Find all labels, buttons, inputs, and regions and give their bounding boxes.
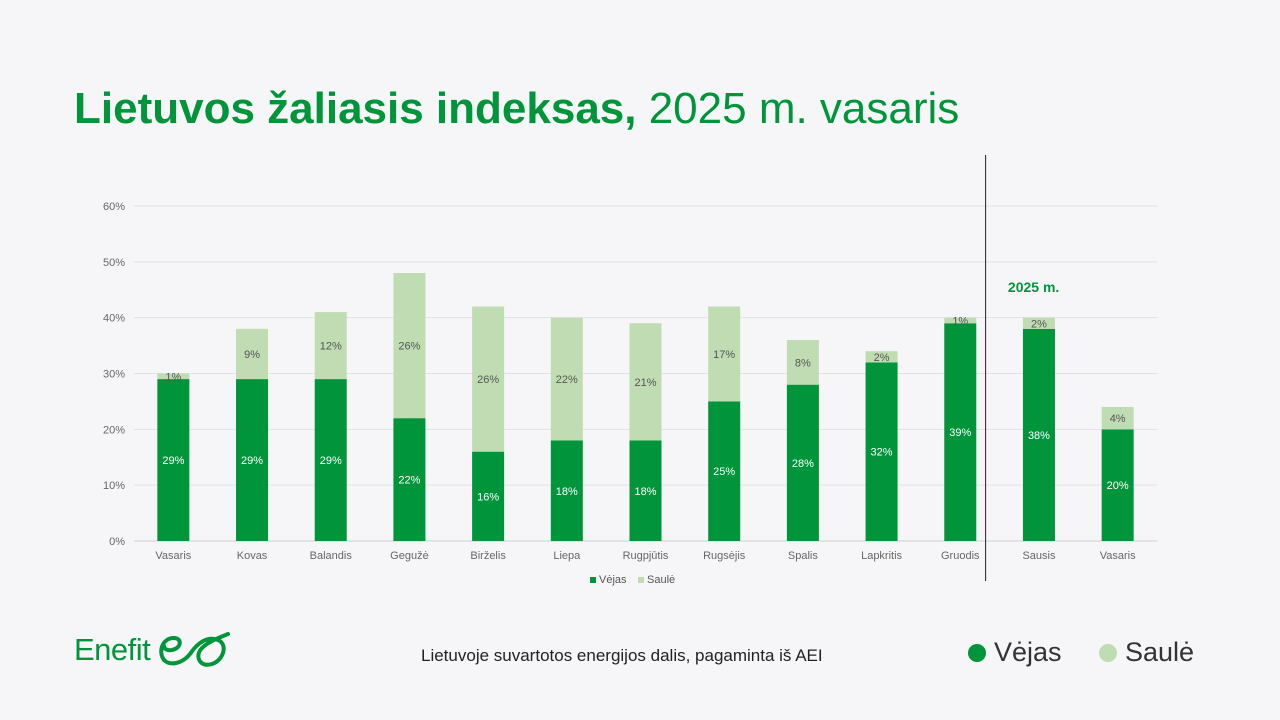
bar-wind — [786, 384, 819, 541]
bar-wind — [708, 401, 741, 541]
enefit-leaf-logo — [159, 632, 231, 667]
y-tick-label: 30% — [103, 369, 125, 381]
x-tick-label: Spalis — [788, 550, 818, 562]
data-label-wind: 20% — [1107, 480, 1129, 492]
data-label-wind: 39% — [949, 427, 971, 439]
bar-solar — [629, 323, 662, 441]
bar-wind — [1101, 429, 1134, 541]
y-tick-label: 10% — [103, 480, 125, 492]
data-label-wind: 18% — [556, 486, 578, 498]
data-label-solar: 12% — [320, 341, 342, 353]
chart-legend-wind-swatch — [590, 577, 596, 583]
bar-wind — [944, 323, 977, 541]
x-tick-label: Gegužė — [390, 550, 429, 562]
x-tick-label: Lapkritis — [861, 550, 902, 562]
data-label-wind: 18% — [634, 486, 656, 498]
bar-solar — [1101, 407, 1134, 430]
y-tick-label: 60% — [103, 201, 125, 213]
title-rest: 2025 m. vasaris — [636, 84, 960, 133]
footer-note: Lietuvoje suvartotos energijos dalis, pa… — [421, 646, 823, 665]
data-label-solar: 8% — [795, 357, 811, 369]
bar-solar — [944, 317, 977, 324]
data-label-solar: 26% — [477, 374, 499, 386]
title-bold: Lietuvos žaliasis indeksas, — [74, 84, 637, 133]
legend-wind-label: Vėjas — [994, 637, 1062, 667]
legend-solar: Saulė — [1099, 637, 1194, 668]
bar-wind — [314, 379, 347, 541]
bar-solar — [550, 317, 583, 441]
y-tick-label: 40% — [103, 313, 125, 325]
bar-wind — [472, 451, 505, 541]
x-tick-label: Vasaris — [155, 550, 191, 562]
bar-solar — [236, 328, 269, 380]
data-label-wind: 29% — [241, 455, 263, 467]
x-tick-label: Gruodis — [941, 550, 980, 562]
legend-solar-dot — [1099, 643, 1117, 662]
bar-solar — [393, 273, 426, 419]
data-label-wind: 28% — [792, 458, 814, 470]
data-label-solar: 26% — [398, 341, 420, 353]
bar-solar — [1022, 317, 1055, 329]
brand-name: Enefit — [74, 632, 151, 667]
y-tick-label: 0% — [109, 536, 125, 548]
y-tick-label: 20% — [103, 424, 125, 436]
bar-solar — [157, 373, 190, 380]
bar-wind — [157, 379, 190, 541]
legend-wind-dot — [968, 643, 986, 662]
data-label-solar: 1% — [165, 371, 181, 383]
data-label-solar: 22% — [556, 374, 578, 386]
legend-solar-label: Saulė — [1125, 637, 1195, 667]
bar-solar — [708, 306, 741, 402]
y-tick-label: 50% — [103, 257, 125, 269]
data-label-solar: 2% — [874, 352, 890, 364]
bar-solar — [314, 312, 347, 380]
x-tick-label: Birželis — [470, 550, 506, 562]
divider-label: 2025 m. — [1008, 279, 1059, 295]
x-tick-label: Rugpjūtis — [623, 550, 669, 562]
data-label-wind: 22% — [398, 475, 420, 487]
data-label-wind: 38% — [1028, 430, 1050, 442]
bar-wind — [1022, 328, 1055, 541]
bar-wind — [393, 418, 426, 541]
data-label-wind: 32% — [871, 447, 893, 459]
data-label-wind: 29% — [162, 455, 184, 467]
x-tick-label: Sausis — [1022, 550, 1056, 562]
data-label-solar: 4% — [1110, 413, 1126, 425]
stacked-bar-chart: 0% 10% 20% 30% 40% 50% 60% 29% 1% Vasaris 29% 9% Kov… — [103, 155, 1157, 586]
x-tick-label: Kovas — [237, 550, 268, 562]
data-label-wind: 16% — [477, 491, 499, 503]
bar-wind — [550, 440, 583, 541]
chart-legend-solar-label: Saulė — [647, 574, 675, 586]
data-label-solar: 9% — [244, 349, 260, 361]
bar-wind — [236, 379, 269, 541]
chart-legend-wind-label: Vėjas — [599, 574, 627, 586]
bar-solar — [865, 351, 898, 363]
brand: Enefit — [74, 630, 232, 670]
page-title: Lietuvos žaliasis indeksas, 2025 m. vasa… — [74, 84, 959, 134]
bar-wind — [865, 362, 898, 541]
data-label-solar: 17% — [713, 349, 735, 361]
data-label-solar: 1% — [952, 315, 968, 327]
data-label-solar: 21% — [634, 377, 656, 389]
data-label-solar: 2% — [1031, 318, 1047, 330]
chart-legend-solar-swatch — [638, 577, 644, 583]
x-tick-label: Liepa — [553, 550, 581, 562]
x-tick-label: Vasaris — [1100, 550, 1136, 562]
bar-solar — [786, 340, 819, 385]
data-label-wind: 29% — [320, 455, 342, 467]
bar-wind — [629, 440, 662, 541]
legend-wind: Vėjas — [968, 637, 1062, 668]
x-tick-label: Rugsėjis — [703, 550, 746, 562]
bar-solar — [472, 306, 505, 452]
data-label-wind: 25% — [713, 466, 735, 478]
x-tick-label: Balandis — [310, 550, 353, 562]
